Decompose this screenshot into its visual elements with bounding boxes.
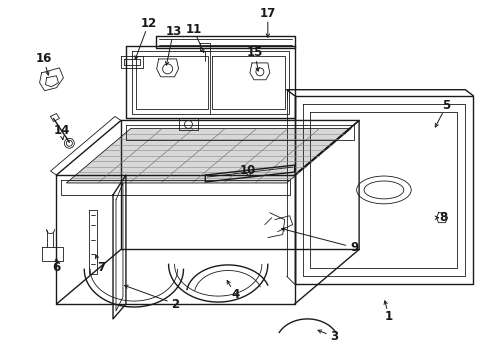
Text: 7: 7	[97, 261, 105, 274]
Text: 2: 2	[172, 297, 180, 311]
Text: 16: 16	[35, 53, 52, 66]
Text: 17: 17	[260, 7, 276, 20]
Text: 5: 5	[442, 99, 451, 112]
Text: 11: 11	[185, 23, 201, 36]
Text: 3: 3	[330, 330, 339, 343]
Text: 9: 9	[350, 241, 358, 254]
Text: 13: 13	[166, 24, 182, 38]
Text: 15: 15	[247, 46, 263, 59]
Text: 10: 10	[240, 163, 256, 176]
Polygon shape	[66, 129, 351, 183]
Text: 4: 4	[231, 288, 239, 301]
Text: 6: 6	[52, 261, 61, 274]
Text: 8: 8	[440, 211, 447, 224]
Text: 14: 14	[53, 124, 70, 137]
Text: 1: 1	[385, 310, 393, 323]
Text: 12: 12	[141, 17, 157, 30]
